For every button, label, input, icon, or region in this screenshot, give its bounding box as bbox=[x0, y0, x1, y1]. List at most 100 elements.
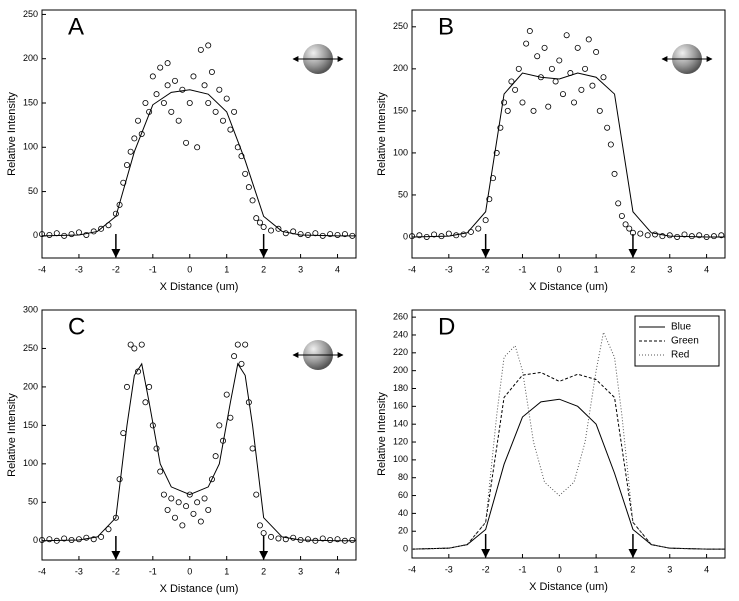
data-point bbox=[160, 491, 167, 498]
plot-frame bbox=[411, 9, 726, 259]
sphere-icon bbox=[292, 340, 344, 370]
y-tick-label: 160 bbox=[393, 401, 408, 411]
data-point bbox=[523, 40, 530, 47]
y-tick-label: 150 bbox=[23, 97, 38, 107]
x-tick-label: -1 bbox=[149, 566, 157, 576]
data-point bbox=[497, 124, 504, 131]
y-axis-title: Relative Intensity bbox=[6, 92, 18, 176]
data-point bbox=[431, 231, 438, 238]
data-point bbox=[205, 506, 212, 513]
x-tick-label: -2 bbox=[482, 564, 490, 574]
y-tick-label: 20 bbox=[398, 526, 408, 536]
data-point bbox=[253, 215, 260, 222]
data-point bbox=[149, 73, 156, 80]
data-point bbox=[123, 161, 130, 168]
data-point bbox=[168, 108, 175, 115]
data-point bbox=[83, 231, 90, 238]
y-tick-label: 0 bbox=[33, 535, 38, 545]
data-point bbox=[186, 491, 193, 498]
data-point bbox=[153, 445, 160, 452]
data-point bbox=[39, 231, 46, 238]
data-point bbox=[168, 495, 175, 502]
data-point bbox=[98, 533, 105, 540]
data-point bbox=[223, 391, 230, 398]
data-point bbox=[589, 82, 596, 89]
data-point bbox=[290, 534, 297, 541]
data-point bbox=[408, 233, 415, 240]
line bbox=[41, 89, 356, 237]
data-point bbox=[559, 91, 566, 98]
data-point bbox=[319, 535, 326, 542]
x-tick-label: -2 bbox=[112, 566, 120, 576]
data-point bbox=[501, 99, 508, 106]
x-tick-label: -3 bbox=[445, 564, 453, 574]
data-point bbox=[175, 499, 182, 506]
x-tick-label: 1 bbox=[594, 264, 599, 274]
x-tick-label: 3 bbox=[667, 264, 672, 274]
data-point bbox=[297, 231, 304, 238]
data-point bbox=[515, 65, 522, 72]
data-point bbox=[98, 225, 105, 232]
data-point bbox=[282, 536, 289, 543]
data-point bbox=[61, 535, 68, 542]
x-tick-label: -4 bbox=[408, 264, 416, 274]
y-tick-label: 200 bbox=[23, 53, 38, 63]
y-tick-label: 250 bbox=[393, 21, 408, 31]
data-point bbox=[201, 82, 208, 89]
data-point bbox=[334, 536, 341, 543]
data-point bbox=[90, 536, 97, 543]
y-axis-title: Relative Intensity bbox=[376, 392, 388, 476]
data-point bbox=[611, 170, 618, 177]
data-point bbox=[582, 65, 589, 72]
data-point bbox=[142, 100, 149, 107]
data-point bbox=[212, 108, 219, 115]
data-point bbox=[341, 231, 348, 238]
x-tick-label: -2 bbox=[482, 264, 490, 274]
x-tick-label: 4 bbox=[335, 264, 340, 274]
line bbox=[41, 362, 356, 542]
data-point bbox=[618, 212, 625, 219]
data-point bbox=[541, 44, 548, 51]
data-point bbox=[460, 231, 467, 238]
data-point bbox=[179, 86, 186, 93]
data-point bbox=[205, 42, 212, 49]
data-point bbox=[238, 360, 245, 367]
data-point bbox=[710, 233, 717, 240]
data-point bbox=[571, 99, 578, 106]
x-tick-label: -3 bbox=[445, 264, 453, 274]
y-tick-label: 240 bbox=[393, 329, 408, 339]
plot-frame bbox=[411, 309, 726, 559]
data-point bbox=[482, 217, 489, 224]
x-tick-label: -2 bbox=[112, 264, 120, 274]
x-tick-label: 4 bbox=[704, 264, 709, 274]
data-point bbox=[197, 518, 204, 525]
y-axis-title: Relative Intensity bbox=[376, 92, 388, 176]
x-tick-label: -3 bbox=[75, 264, 83, 274]
data-point bbox=[327, 231, 334, 238]
x-tick-label: 1 bbox=[594, 564, 599, 574]
data-point bbox=[552, 78, 559, 85]
x-tick-label: 2 bbox=[261, 566, 266, 576]
data-point bbox=[275, 225, 282, 232]
y-tick-label: 180 bbox=[393, 383, 408, 393]
line bbox=[411, 371, 725, 550]
data-point bbox=[629, 229, 636, 236]
data-point bbox=[416, 232, 423, 239]
data-point bbox=[190, 510, 197, 517]
data-point bbox=[231, 353, 238, 360]
data-point bbox=[475, 225, 482, 232]
x-axis-title: X Distance (um) bbox=[529, 581, 608, 593]
data-point bbox=[674, 233, 681, 240]
x-tick-label: -4 bbox=[38, 566, 46, 576]
data-point bbox=[563, 32, 570, 39]
data-point bbox=[171, 514, 178, 521]
y-tick-label: 0 bbox=[33, 230, 38, 240]
data-point bbox=[227, 414, 234, 421]
y-tick-label: 100 bbox=[23, 142, 38, 152]
x-tick-label: 1 bbox=[224, 566, 229, 576]
y-tick-label: 50 bbox=[398, 189, 408, 199]
data-point bbox=[46, 231, 53, 238]
x-tick-label: 0 bbox=[557, 564, 562, 574]
data-point bbox=[304, 536, 311, 543]
x-tick-label: 4 bbox=[335, 566, 340, 576]
